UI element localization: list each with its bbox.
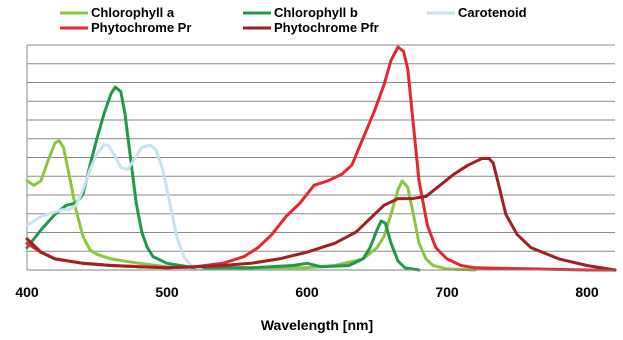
legend-item-phytochrome-pfr: Phytochrome Pfr — [243, 20, 379, 35]
series-lines — [25, 45, 617, 272]
x-tick-label: 800 — [575, 284, 599, 300]
x-tick-label: 600 — [295, 284, 319, 300]
x-tick-label: 400 — [15, 284, 39, 300]
x-axis-title: Wavelength [nm] — [261, 317, 373, 333]
legend-label: Phytochrome Pr — [91, 20, 191, 35]
legend-label: Chlorophyll b — [274, 5, 358, 20]
legend-item-chlorophyll-b: Chlorophyll b — [243, 5, 358, 20]
legend: Chlorophyll a Chlorophyll b Carotenoid Phyt… — [60, 5, 527, 35]
legend-item-phytochrome-pr: Phytochrome Pr — [60, 20, 191, 35]
series-line-carotenoid — [25, 143, 204, 272]
legend-label: Chlorophyll a — [91, 5, 175, 20]
x-tick-label: 700 — [435, 284, 459, 300]
legend-label: Phytochrome Pfr — [274, 20, 379, 35]
x-tick-label: 500 — [155, 284, 179, 300]
series-line-phytochrome-pfr — [25, 157, 617, 272]
x-tick-labels: 400 500 600 700 800 — [15, 284, 599, 300]
legend-label: Carotenoid — [458, 5, 527, 20]
legend-item-chlorophyll-a: Chlorophyll a — [60, 5, 175, 20]
legend-item-carotenoid: Carotenoid — [427, 5, 527, 20]
